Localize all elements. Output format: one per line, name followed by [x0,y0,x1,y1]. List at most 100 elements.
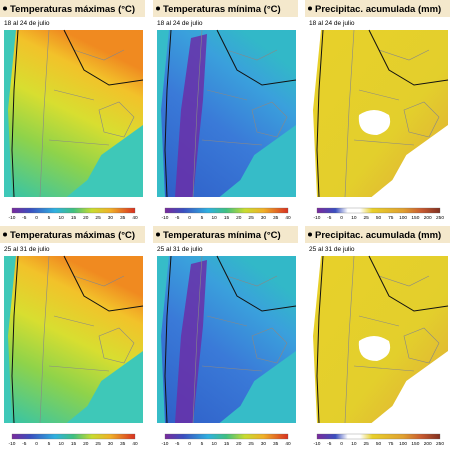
map-panel: Temperaturas máximas (°C) 25 al 31 de jul… [0,226,145,447]
date-label: 25 al 31 de julio [4,246,50,253]
panel-title: Precipitac. acumulada (mm) [315,4,441,15]
title-strip [305,226,450,243]
panel-title: Precipitac. acumulada (mm) [315,230,441,241]
bullet [308,232,312,237]
colorbar [316,433,441,440]
colorbar-tick: 0 [188,441,191,447]
colorbar-tick: 30 [108,215,114,221]
colorbar-tick: 150 [411,441,419,447]
colorbar-tick: -5 [327,215,332,221]
colorbar [11,207,136,214]
colorbar-tick: -10 [314,441,321,447]
colorbar-tick: -10 [314,215,321,221]
colorbar-tick: -5 [175,441,180,447]
borders [192,29,288,198]
colorbar-tick: 250 [436,215,444,221]
colorbar-tick: 10 [59,215,65,221]
colorbar-tick: 25 [95,441,101,447]
colorbar-tick: 5 [201,441,204,447]
colorbar-tick: 5 [201,215,204,221]
map-panel: Precipitac. acumulada (mm) 18 al 24 de ju… [305,0,450,221]
colorbar-tick: 30 [261,215,267,221]
bullet [156,232,160,237]
dry-area [358,336,391,361]
colorbar-tick: 200 [424,215,432,221]
colorbar-tick: 0 [35,215,38,221]
colorbar-tick: 20 [83,215,89,221]
colorbar [164,207,289,214]
colorbar-tick: -5 [175,215,180,221]
coast [164,29,172,198]
colorbar-tick: 5 [48,215,51,221]
borders [39,29,135,198]
coast [164,255,172,424]
map-panel: Temperaturas máximas (°C) 18 al 24 de jul… [0,0,145,221]
colorbar-tick: 35 [273,215,279,221]
colorbar [164,433,289,440]
colorbar [316,207,441,214]
map-panel: Temperaturas mínima (°C) 18 al 24 de juli… [153,0,298,221]
colorbar-tick: -5 [22,215,27,221]
panel-title: Temperaturas mínima (°C) [163,230,281,241]
colorbar-tick: 35 [273,441,279,447]
borders [192,255,288,424]
colorbar-tick: 0 [340,215,343,221]
colorbar-tick: 100 [399,441,407,447]
colorbar-tick: 25 [248,215,254,221]
colorbar-tick: 10 [59,441,65,447]
colorbar-tick: 100 [399,215,407,221]
coast [316,29,324,198]
colorbar-tick: -5 [327,441,332,447]
colorbar-tick: 75 [388,215,394,221]
colorbar [11,433,136,440]
colorbar-tick: 10 [351,441,357,447]
colorbar-tick: 250 [436,441,444,447]
title-strip [153,0,298,17]
borders [39,255,135,424]
colorbar-tick: 30 [261,441,267,447]
date-label: 25 al 31 de julio [309,246,355,253]
colorbar-tick: 10 [212,441,218,447]
colorbar-tick: 30 [108,441,114,447]
date-label: 25 al 31 de julio [157,246,203,253]
colorbar-tick: -10 [9,215,16,221]
bullet [3,6,7,11]
colorbar-tick: 15 [224,441,230,447]
bullet [156,6,160,11]
colorbar-tick: 150 [411,215,419,221]
colorbar-tick: 20 [236,215,242,221]
title-strip [0,0,145,17]
colorbar-tick: 10 [212,215,218,221]
country-border [63,255,144,312]
panel-title: Temperaturas mínima (°C) [163,4,281,15]
colorbar-tick: 5 [48,441,51,447]
coast [316,255,324,424]
date-label: 18 al 24 de julio [4,20,50,27]
colorbar-tick: 15 [71,441,77,447]
coast [11,29,19,198]
colorbar-tick: 40 [132,215,138,221]
bullet [308,6,312,11]
colorbar-tick: 20 [83,441,89,447]
colorbar-tick: 0 [188,215,191,221]
date-label: 18 al 24 de julio [157,20,203,27]
colorbar-tick: 0 [35,441,38,447]
colorbar-tick: 50 [376,215,382,221]
country-border [216,29,297,86]
colorbar-tick: 10 [351,215,357,221]
country-border [368,29,449,86]
title-strip [153,226,298,243]
country-border [368,255,449,312]
date-label: 18 al 24 de julio [309,20,355,27]
colorbar-tick: 35 [120,441,126,447]
colorbar-tick: -10 [162,441,169,447]
colorbar-tick: 40 [132,441,138,447]
map-panel: Precipitac. acumulada (mm) 25 al 31 de ju… [305,226,450,447]
colorbar-tick: 75 [388,441,394,447]
panel-title: Temperaturas máximas (°C) [10,4,135,15]
country-border [63,29,144,86]
title-strip [0,226,145,243]
colorbar-tick: 25 [248,441,254,447]
borders [344,29,440,198]
